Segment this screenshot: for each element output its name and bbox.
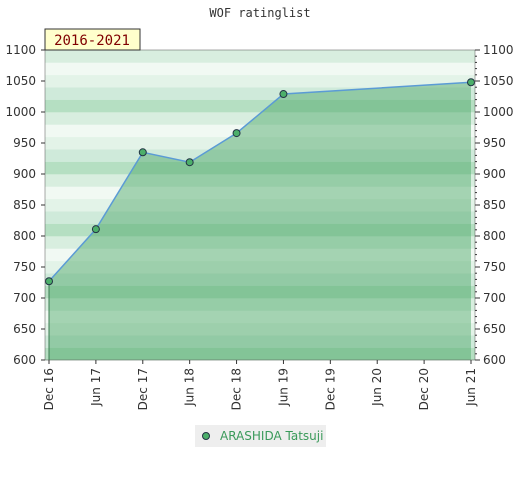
y2-tick-label: 1050 <box>483 74 514 88</box>
y2-tick-label: 600 <box>483 353 506 367</box>
x-tick-label: Jun 17 <box>89 368 103 407</box>
x-tick-label: Dec 16 <box>42 368 56 410</box>
y-tick-label: 850 <box>13 198 36 212</box>
background-stripe <box>45 298 475 311</box>
background-stripe <box>45 211 475 224</box>
y2-tick-label: 800 <box>483 229 506 243</box>
background-stripe <box>45 99 475 113</box>
y2-tick-label: 950 <box>483 136 506 150</box>
y-tick-label: 650 <box>13 322 36 336</box>
y2-tick-label: 750 <box>483 260 506 274</box>
background-stripe <box>45 174 475 187</box>
period-box <box>44 28 141 51</box>
y-tick-label: 1050 <box>5 74 36 88</box>
background-stripe <box>45 223 475 237</box>
y-tick-label: 1000 <box>5 105 36 119</box>
background-stripe <box>45 335 475 348</box>
background-stripe <box>45 74 475 88</box>
background-stripe <box>45 347 475 361</box>
background-stripe <box>45 124 475 138</box>
chart-title: WOF ratinglist <box>209 6 310 20</box>
data-point <box>232 129 241 138</box>
background-stripe <box>45 248 475 262</box>
data-point <box>138 148 147 157</box>
plot-area <box>44 49 476 361</box>
legend-marker <box>202 432 210 440</box>
background-stripe <box>45 50 475 63</box>
background-stripe <box>45 260 475 274</box>
background-stripe <box>45 198 475 212</box>
x-tick-label: Jun 19 <box>276 368 290 407</box>
background-stripe <box>45 236 475 249</box>
x-tick-label: Dec 19 <box>323 368 337 410</box>
legend-label: ARASHIDA Tatsuji <box>220 429 323 443</box>
background-stripe <box>45 149 475 162</box>
y2-tick-label: 900 <box>483 167 506 181</box>
data-point <box>91 225 100 234</box>
y-tick-label: 900 <box>13 167 36 181</box>
y-tick-label: 1100 <box>5 43 36 57</box>
data-point <box>185 158 194 167</box>
y-tick-label: 800 <box>13 229 36 243</box>
background-stripe <box>45 112 475 125</box>
y-tick-label: 950 <box>13 136 36 150</box>
y2-tick-label: 850 <box>483 198 506 212</box>
x-tick-label: Jun 18 <box>183 368 197 407</box>
period-label: 2016-2021 <box>54 33 130 49</box>
x-tick-label: Jun 21 <box>464 368 478 407</box>
y-tick-label: 600 <box>13 353 36 367</box>
y2-tick-label: 700 <box>483 291 506 305</box>
x-tick-label: Jun 20 <box>370 368 384 407</box>
background-stripe <box>45 136 475 150</box>
x-tick-label: Dec 18 <box>230 368 244 410</box>
x-tick-label: Dec 17 <box>136 368 150 410</box>
data-point <box>279 90 288 99</box>
y-tick-label: 700 <box>13 291 36 305</box>
y2-tick-label: 1000 <box>483 105 514 119</box>
background-stripe <box>45 161 475 175</box>
y2-tick-label: 1100 <box>483 43 514 57</box>
y2-tick-label: 650 <box>483 322 506 336</box>
background-stripe <box>45 310 475 324</box>
background-stripe <box>45 62 475 76</box>
area <box>49 82 471 361</box>
x-tick-label: Dec 20 <box>417 368 431 410</box>
background-stripe <box>45 322 475 336</box>
background-stripe <box>45 285 475 299</box>
background-stripe <box>45 273 475 286</box>
legend <box>195 425 326 447</box>
background-stripe <box>45 87 475 100</box>
y-tick-label: 750 <box>13 260 36 274</box>
data-point <box>45 277 53 286</box>
background-stripe <box>45 186 475 200</box>
data-point <box>467 78 475 87</box>
